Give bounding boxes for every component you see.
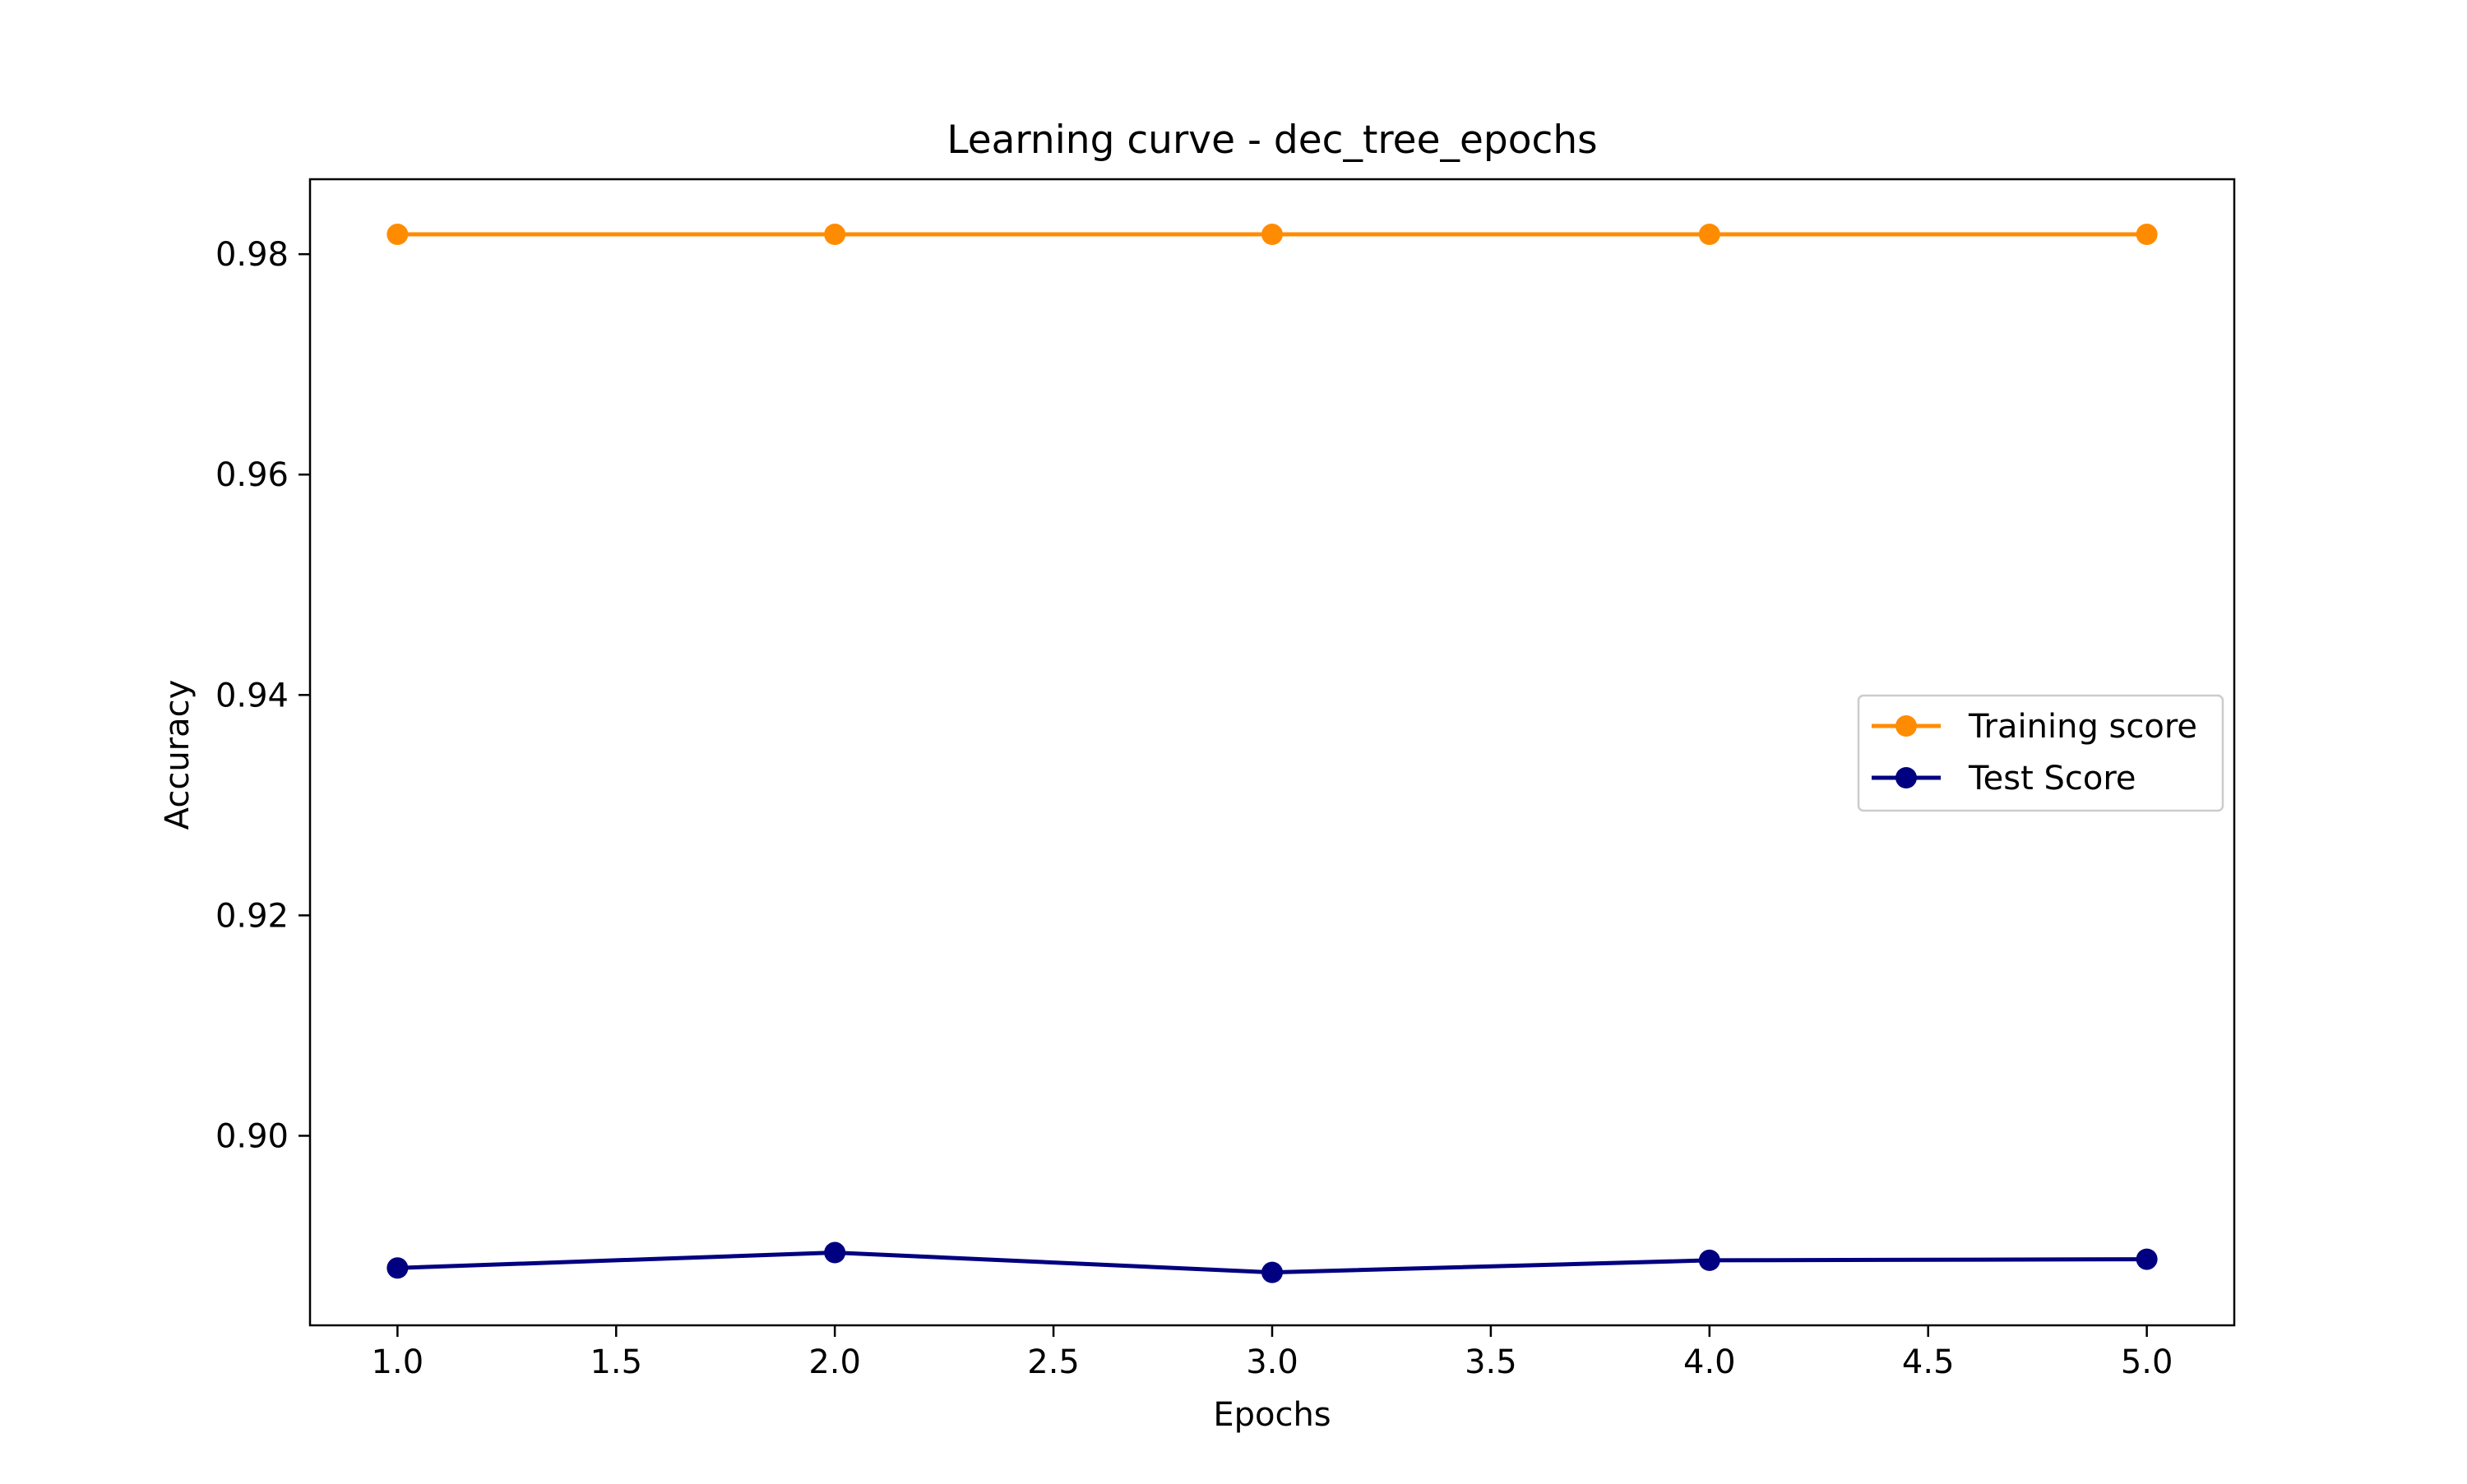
data-point-training-score <box>386 224 409 246</box>
y-tick-label: 0.94 <box>215 677 289 714</box>
x-tick-label: 1.5 <box>590 1343 642 1381</box>
x-tick-label: 4.0 <box>1683 1343 1736 1381</box>
data-point-test-score <box>386 1257 409 1279</box>
data-point-training-score <box>2136 224 2158 246</box>
x-tick-label: 4.5 <box>1902 1343 1955 1381</box>
data-point-training-score <box>1261 224 1283 246</box>
y-tick-label: 0.92 <box>215 897 289 935</box>
legend: Training score Test Score <box>1857 694 2224 812</box>
x-tick-label: 2.5 <box>1027 1343 1080 1381</box>
data-point-test-score <box>2136 1248 2158 1270</box>
y-tick-label: 0.90 <box>215 1117 289 1155</box>
y-tick-label: 0.98 <box>215 236 289 274</box>
plot-area: 1.0 1.5 2.0 2.5 3.0 3.5 4.0 4.5 5.0 0.90 0.92 0.94 0… <box>215 178 2236 1381</box>
legend-label-training-score: Training score <box>1968 708 2197 746</box>
data-point-test-score <box>1261 1261 1283 1283</box>
data-point-training-score <box>1698 224 1720 246</box>
data-point-test-score <box>1698 1249 1720 1271</box>
y-axis-label: Accuracy <box>159 680 197 830</box>
x-tick-label: 3.5 <box>1465 1343 1517 1381</box>
x-tick-label: 5.0 <box>2121 1343 2173 1381</box>
x-axis-label: Epochs <box>1213 1396 1331 1434</box>
legend-marker-training-score <box>1895 715 1917 737</box>
y-tick-label: 0.96 <box>215 456 289 494</box>
chart-title: Learning curve - dec_tree_epochs <box>947 118 1597 163</box>
x-tick-label: 3.0 <box>1246 1343 1298 1381</box>
legend-box <box>1857 694 2224 812</box>
data-point-test-score <box>824 1241 846 1264</box>
x-tick-label: 1.0 <box>372 1343 424 1381</box>
data-point-training-score <box>824 224 846 246</box>
legend-label-test-score: Test Score <box>1968 760 2136 797</box>
x-tick-label: 2.0 <box>808 1343 861 1381</box>
legend-marker-test-score <box>1895 767 1917 788</box>
